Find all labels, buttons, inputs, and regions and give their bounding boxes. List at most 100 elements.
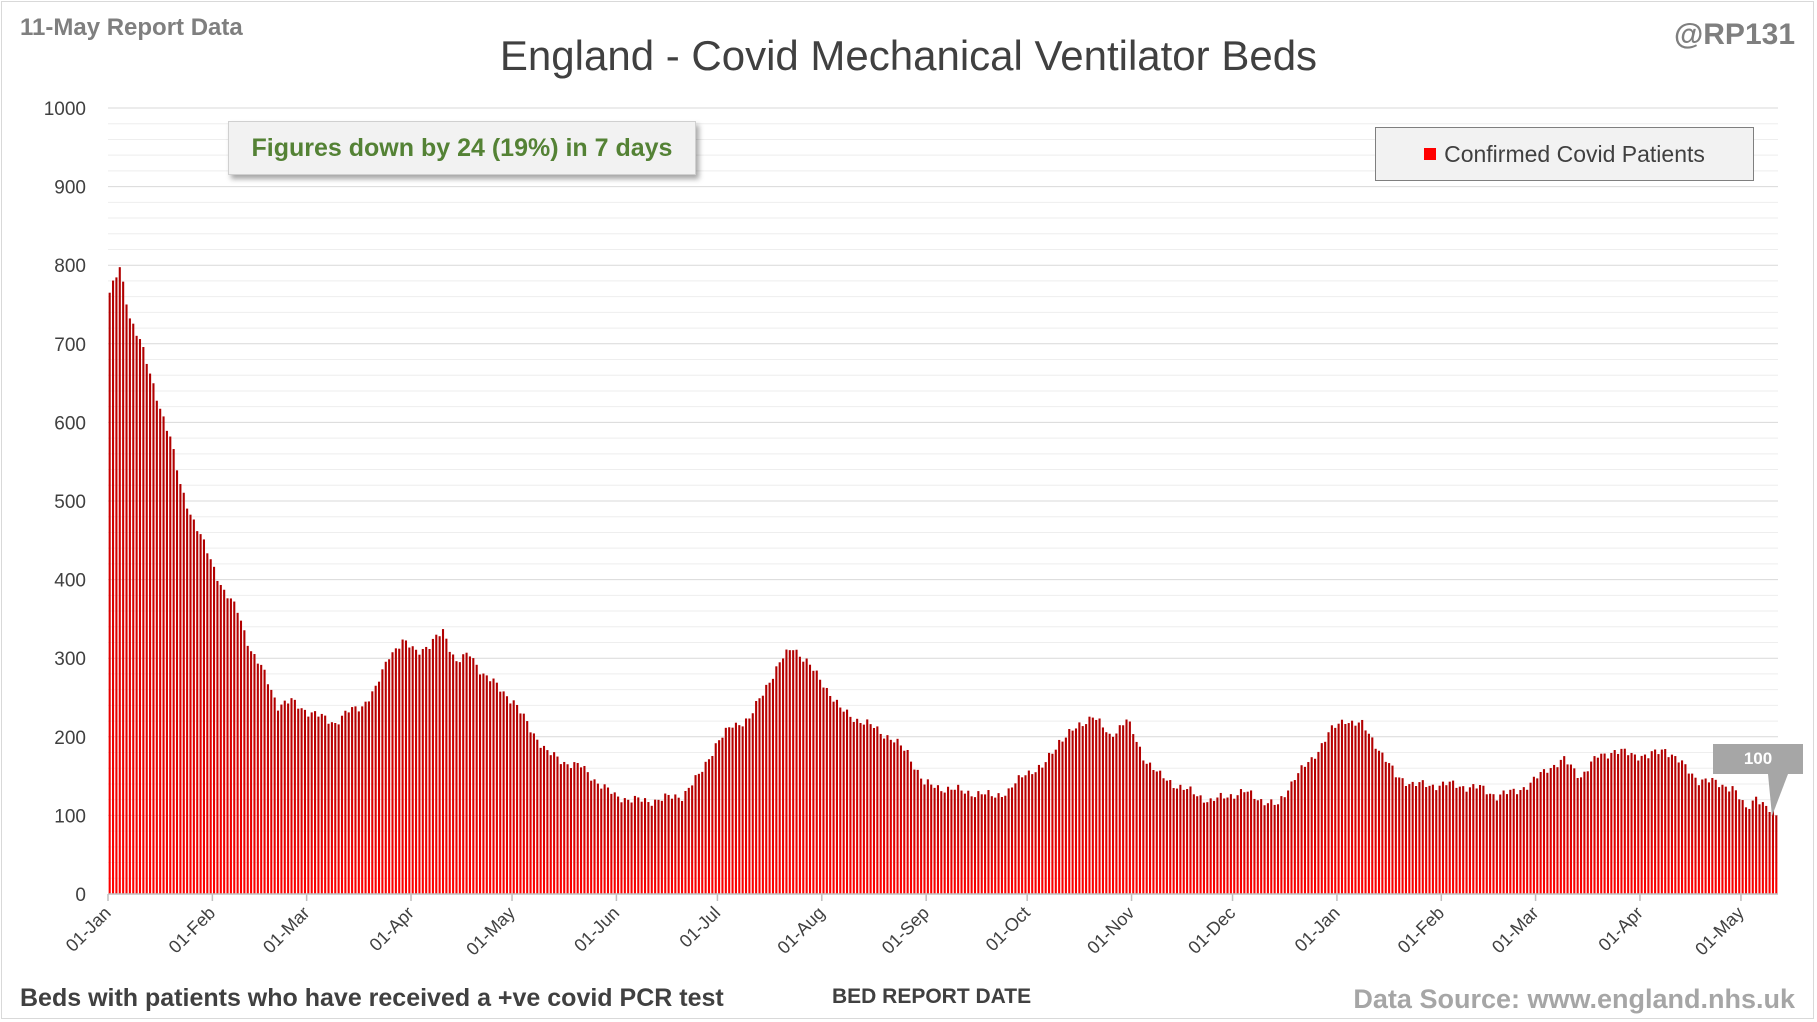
legend-swatch — [1424, 148, 1437, 160]
bar — [1337, 723, 1340, 894]
x-tick-label: 01-May — [462, 903, 519, 960]
bar — [330, 722, 333, 894]
bar — [741, 726, 744, 894]
bar — [731, 727, 734, 894]
bar — [1617, 753, 1620, 894]
bar — [1502, 790, 1505, 894]
bar — [1532, 776, 1535, 894]
bar — [347, 712, 350, 894]
bar — [351, 707, 354, 894]
bar — [1149, 762, 1152, 894]
bar — [768, 682, 771, 894]
bar — [1455, 787, 1458, 894]
bar — [1206, 802, 1209, 894]
bar — [994, 797, 997, 894]
bar — [519, 713, 522, 894]
bar — [1590, 761, 1593, 894]
bar — [600, 788, 603, 894]
bar — [169, 436, 172, 894]
bar — [1021, 777, 1024, 894]
bar — [1516, 794, 1519, 894]
bar — [1613, 750, 1616, 894]
bar — [377, 681, 381, 894]
bar — [1509, 789, 1512, 894]
bar — [1175, 788, 1179, 894]
bar — [704, 761, 707, 894]
bar — [1748, 808, 1751, 894]
bar — [950, 789, 953, 894]
bar — [808, 664, 812, 894]
bar — [738, 725, 741, 894]
bar — [1266, 803, 1269, 894]
bar — [1354, 725, 1357, 894]
bar — [805, 658, 808, 894]
bar — [1448, 781, 1451, 894]
bar — [815, 670, 818, 894]
bar — [984, 794, 987, 894]
bar — [236, 612, 239, 894]
bar — [1755, 796, 1758, 894]
bar — [1347, 723, 1350, 894]
bar — [617, 796, 620, 894]
bar — [1182, 789, 1185, 894]
bar — [1563, 756, 1566, 894]
bar — [128, 318, 131, 894]
bar — [556, 756, 559, 894]
y-tick-label: 800 — [54, 256, 86, 277]
bar — [829, 695, 832, 894]
bar — [933, 787, 936, 894]
bar — [879, 733, 882, 894]
bar — [1765, 805, 1768, 894]
bar — [149, 373, 152, 894]
bar — [822, 687, 825, 894]
bar — [1428, 785, 1431, 894]
y-tick-label: 700 — [54, 335, 86, 356]
bar — [1489, 793, 1492, 894]
bar — [1135, 741, 1138, 894]
bar — [563, 761, 566, 894]
x-tick-label: 01-Jun — [570, 903, 623, 956]
bar — [435, 634, 438, 894]
bar — [728, 727, 731, 894]
bar — [869, 724, 872, 894]
bar — [1435, 790, 1438, 894]
bar — [792, 650, 795, 894]
bar — [832, 701, 835, 894]
bar — [421, 649, 424, 894]
bar — [1219, 792, 1222, 894]
bar — [317, 716, 320, 894]
bar — [256, 663, 259, 894]
bar — [391, 652, 394, 894]
bar — [1054, 749, 1057, 894]
bar — [657, 799, 660, 894]
bar — [381, 669, 384, 894]
bar — [1000, 797, 1003, 894]
bar — [576, 762, 579, 894]
bar — [1068, 728, 1071, 894]
bar — [1721, 784, 1724, 894]
bar — [122, 281, 125, 894]
bar — [206, 553, 209, 894]
bar — [462, 654, 465, 894]
x-axis — [107, 893, 1778, 901]
bar — [1330, 725, 1333, 894]
bar — [273, 697, 276, 894]
bar — [108, 292, 111, 895]
bar — [266, 684, 269, 894]
bar — [973, 797, 977, 894]
bar — [364, 701, 367, 894]
bar — [1731, 786, 1734, 894]
legend-entry: Confirmed Covid Patients — [1444, 140, 1705, 167]
bar — [1105, 732, 1108, 894]
bar — [623, 798, 626, 894]
bar — [923, 784, 926, 894]
bar — [1189, 786, 1192, 894]
bar — [1526, 789, 1529, 894]
bar — [724, 727, 727, 894]
bar — [152, 383, 155, 894]
bar — [233, 601, 236, 894]
bar — [856, 718, 859, 894]
bar — [1687, 773, 1690, 894]
bar — [1462, 786, 1465, 894]
